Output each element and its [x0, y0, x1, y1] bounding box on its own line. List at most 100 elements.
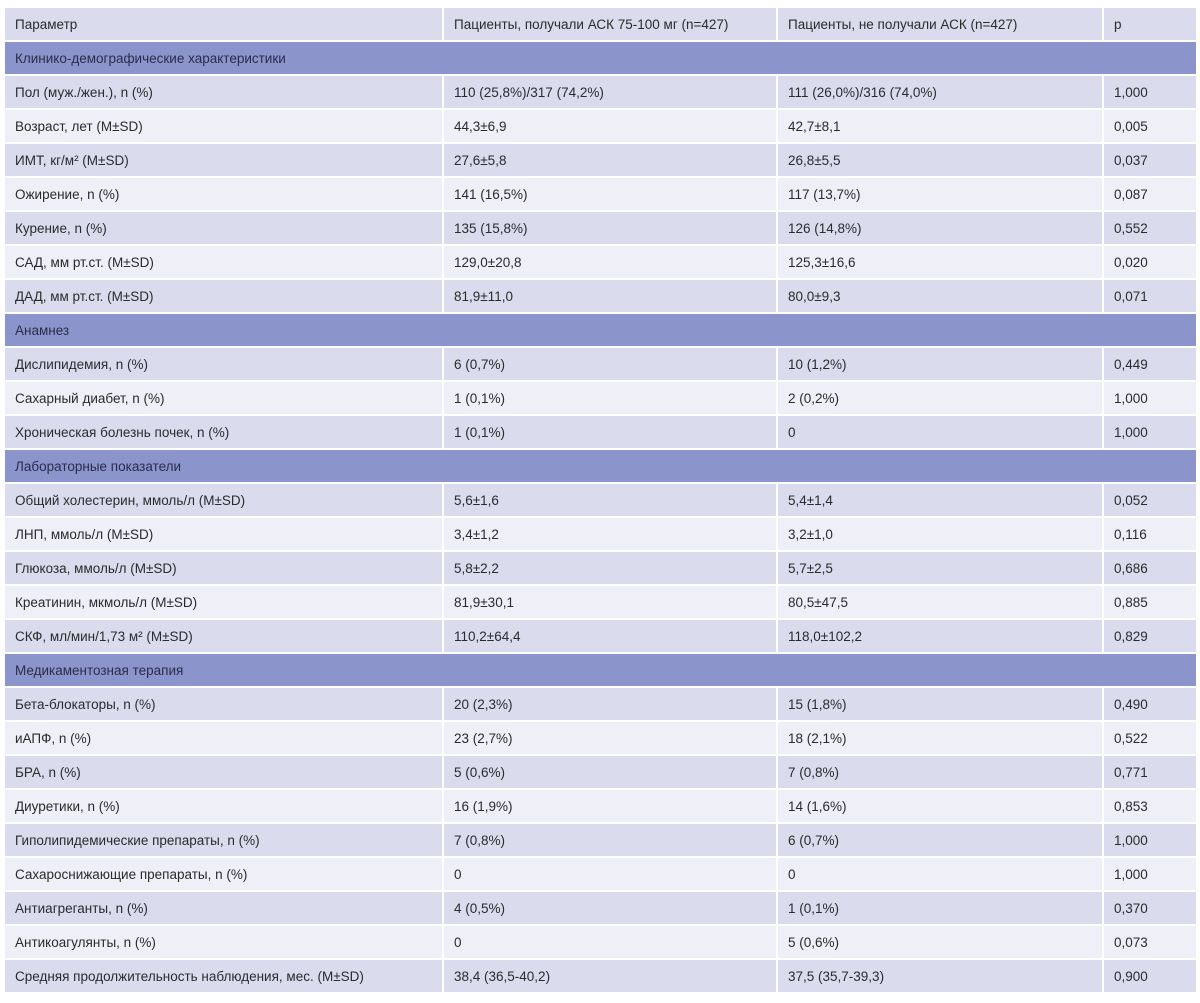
cell-p-value: 1,000	[1104, 76, 1196, 108]
cell-aspirin-group: 1 (0,1%)	[444, 382, 778, 414]
cell-aspirin-group: 5,6±1,6	[444, 484, 778, 516]
table-row: Средняя продолжительность наблюдения, ме…	[5, 960, 1196, 992]
cell-p-value: 0,829	[1104, 620, 1196, 652]
table-row: Общий холестерин, ммоль/л (M±SD) 5,6±1,6 5…	[5, 484, 1196, 516]
cell-no-aspirin-group: 126 (14,8%)	[778, 212, 1104, 244]
cell-parameter: СКФ, мл/мин/1,73 м² (M±SD)	[5, 620, 444, 652]
cell-parameter: САД, мм рт.ст. (M±SD)	[5, 246, 444, 278]
cell-p-value: 0,052	[1104, 484, 1196, 516]
cell-aspirin-group: 38,4 (36,5-40,2)	[444, 960, 778, 992]
cell-aspirin-group: 23 (2,7%)	[444, 722, 778, 754]
section-row: Клинико-демографические характеристики	[5, 42, 1196, 74]
cell-p-value: 0,370	[1104, 892, 1196, 924]
table-row: Креатинин, мкмоль/л (M±SD) 81,9±30,1 80,5±…	[5, 586, 1196, 618]
table-row: Ожирение, n (%) 141 (16,5%) 117 (13,7%) 0,0…	[5, 178, 1196, 210]
cell-aspirin-group: 5,8±2,2	[444, 552, 778, 584]
cell-aspirin-group: 27,6±5,8	[444, 144, 778, 176]
cell-no-aspirin-group: 111 (26,0%)/316 (74,0%)	[778, 76, 1104, 108]
cell-no-aspirin-group: 118,0±102,2	[778, 620, 1104, 652]
cell-parameter: БРА, n (%)	[5, 756, 444, 788]
cell-aspirin-group: 44,3±6,9	[444, 110, 778, 142]
cell-aspirin-group: 16 (1,9%)	[444, 790, 778, 822]
cell-parameter: Сахарный диабет, n (%)	[5, 382, 444, 414]
table-row: СКФ, мл/мин/1,73 м² (M±SD) 110,2±64,4 118,…	[5, 620, 1196, 652]
table-row: Антиагреганты, n (%) 4 (0,5%) 1 (0,1%) 0,37…	[5, 892, 1196, 924]
column-header-parameter: Параметр	[5, 8, 444, 40]
cell-no-aspirin-group: 2 (0,2%)	[778, 382, 1104, 414]
section-label: Лабораторные показатели	[5, 450, 1196, 482]
cell-aspirin-group: 135 (15,8%)	[444, 212, 778, 244]
cell-parameter: Сахароснижающие препараты, n (%)	[5, 858, 444, 890]
cell-no-aspirin-group: 10 (1,2%)	[778, 348, 1104, 380]
cell-parameter: Дислипидемия, n (%)	[5, 348, 444, 380]
table-row: ИМТ, кг/м² (M±SD) 27,6±5,8 26,8±5,5 0,037	[5, 144, 1196, 176]
cell-parameter: ЛНП, ммоль/л (M±SD)	[5, 518, 444, 550]
cell-aspirin-group: 0	[444, 926, 778, 958]
cell-p-value: 0,853	[1104, 790, 1196, 822]
cell-p-value: 0,900	[1104, 960, 1196, 992]
cell-aspirin-group: 7 (0,8%)	[444, 824, 778, 856]
cell-p-value: 0,071	[1104, 280, 1196, 312]
cell-parameter: ДАД, мм рт.ст. (M±SD)	[5, 280, 444, 312]
cell-p-value: 0,073	[1104, 926, 1196, 958]
cell-parameter: Глюкоза, ммоль/л (M±SD)	[5, 552, 444, 584]
cell-aspirin-group: 3,4±1,2	[444, 518, 778, 550]
section-row: Лабораторные показатели	[5, 450, 1196, 482]
table-row: Хроническая болезнь почек, n (%) 1 (0,1%)…	[5, 416, 1196, 448]
cell-aspirin-group: 1 (0,1%)	[444, 416, 778, 448]
cell-no-aspirin-group: 125,3±16,6	[778, 246, 1104, 278]
cell-aspirin-group: 129,0±20,8	[444, 246, 778, 278]
cell-parameter: Креатинин, мкмоль/л (M±SD)	[5, 586, 444, 618]
cell-parameter: иАПФ, n (%)	[5, 722, 444, 754]
cell-p-value: 0,037	[1104, 144, 1196, 176]
section-label: Медикаментозная терапия	[5, 654, 1196, 686]
section-row: Анамнез	[5, 314, 1196, 346]
table-row: иАПФ, n (%) 23 (2,7%) 18 (2,1%) 0,522	[5, 722, 1196, 754]
cell-p-value: 1,000	[1104, 824, 1196, 856]
cell-no-aspirin-group: 5,4±1,4	[778, 484, 1104, 516]
cell-no-aspirin-group: 5,7±2,5	[778, 552, 1104, 584]
cell-aspirin-group: 81,9±30,1	[444, 586, 778, 618]
cell-no-aspirin-group: 80,0±9,3	[778, 280, 1104, 312]
cell-p-value: 0,490	[1104, 688, 1196, 720]
cell-p-value: 0,449	[1104, 348, 1196, 380]
table-body: Клинико-демографические характеристики По…	[5, 42, 1196, 992]
cell-no-aspirin-group: 15 (1,8%)	[778, 688, 1104, 720]
cell-aspirin-group: 20 (2,3%)	[444, 688, 778, 720]
table-row: Бета-блокаторы, n (%) 20 (2,3%) 15 (1,8%) 0…	[5, 688, 1196, 720]
cell-aspirin-group: 141 (16,5%)	[444, 178, 778, 210]
cell-no-aspirin-group: 3,2±1,0	[778, 518, 1104, 550]
table-row: Курение, n (%) 135 (15,8%) 126 (14,8%) 0,55…	[5, 212, 1196, 244]
cell-aspirin-group: 0	[444, 858, 778, 890]
cell-p-value: 0,087	[1104, 178, 1196, 210]
cell-no-aspirin-group: 42,7±8,1	[778, 110, 1104, 142]
section-label: Клинико-демографические характеристики	[5, 42, 1196, 74]
cell-p-value: 1,000	[1104, 858, 1196, 890]
cell-parameter: Возраст, лет (M±SD)	[5, 110, 444, 142]
cell-no-aspirin-group: 18 (2,1%)	[778, 722, 1104, 754]
section-label: Анамнез	[5, 314, 1196, 346]
cell-no-aspirin-group: 80,5±47,5	[778, 586, 1104, 618]
cell-parameter: Диуретики, n (%)	[5, 790, 444, 822]
cell-no-aspirin-group: 117 (13,7%)	[778, 178, 1104, 210]
column-header-p-value: p	[1104, 8, 1196, 40]
table-header: Параметр Пациенты, получали АСК 75-100 м…	[5, 8, 1196, 40]
table-row: Возраст, лет (M±SD) 44,3±6,9 42,7±8,1 0,005	[5, 110, 1196, 142]
data-table: Параметр Пациенты, получали АСК 75-100 м…	[5, 6, 1196, 994]
cell-parameter: Общий холестерин, ммоль/л (M±SD)	[5, 484, 444, 516]
cell-p-value: 0,522	[1104, 722, 1196, 754]
cell-parameter: Гиполипидемические препараты, n (%)	[5, 824, 444, 856]
cell-aspirin-group: 81,9±11,0	[444, 280, 778, 312]
table-row: ЛНП, ммоль/л (M±SD) 3,4±1,2 3,2±1,0 0,116	[5, 518, 1196, 550]
column-header-no-aspirin-group: Пациенты, не получали АСК (n=427)	[778, 8, 1104, 40]
cell-aspirin-group: 110 (25,8%)/317 (74,2%)	[444, 76, 778, 108]
cell-no-aspirin-group: 0	[778, 858, 1104, 890]
cell-no-aspirin-group: 37,5 (35,7-39,3)	[778, 960, 1104, 992]
cell-p-value: 1,000	[1104, 416, 1196, 448]
cell-parameter: Антиагреганты, n (%)	[5, 892, 444, 924]
cell-parameter: Хроническая болезнь почек, n (%)	[5, 416, 444, 448]
table-row: ДАД, мм рт.ст. (M±SD) 81,9±11,0 80,0±9,3 0,…	[5, 280, 1196, 312]
table-row: Антикоагулянты, n (%) 0 5 (0,6%) 0,073	[5, 926, 1196, 958]
cell-p-value: 0,020	[1104, 246, 1196, 278]
cell-parameter: Антикоагулянты, n (%)	[5, 926, 444, 958]
